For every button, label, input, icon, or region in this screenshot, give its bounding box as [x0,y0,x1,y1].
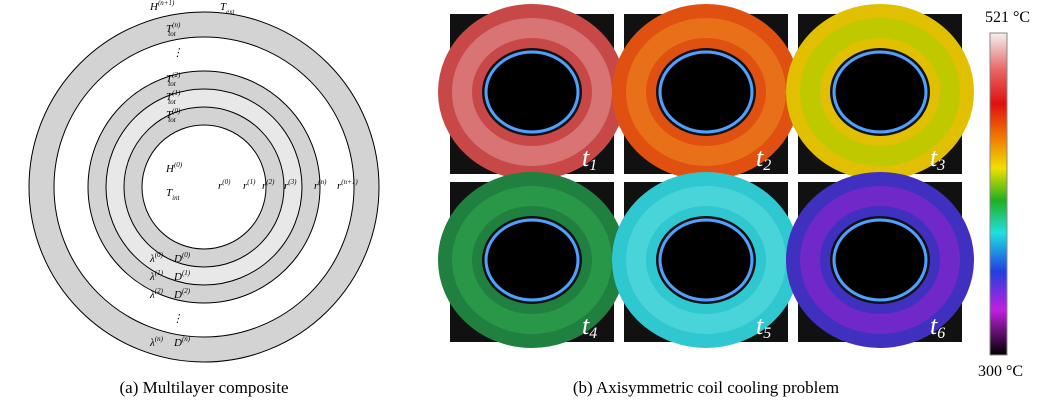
superscript: (2) [266,178,275,186]
superscript: (n+1) [341,178,358,186]
superscript: (1) [172,89,181,97]
symbol: ⋮ [172,313,183,325]
coil-hole [662,54,750,130]
subscript: tot [168,30,176,38]
superscript: (3) [288,178,297,186]
superscript: (0) [174,161,183,169]
superscript: (n) [182,335,191,343]
diagram-label: ⋮ [172,313,183,325]
subscript: tot [168,98,176,106]
coil-hole [488,222,576,298]
superscript: (n+1) [158,0,175,7]
core [142,125,266,249]
subscript: 6 [937,325,945,342]
colorbar-min: 300 °C [978,363,1023,380]
diagram-label: H(n+1) [149,0,175,13]
superscript: (n) [318,178,327,186]
superscript: (1) [247,178,256,186]
superscript: (n) [155,335,164,343]
coil-hole [662,222,750,298]
symbol: D [173,271,182,283]
symbol: D [173,289,182,301]
subscript: 2 [763,157,771,174]
superscript: (0) [222,178,231,186]
caption: (a) Multilayer composite [119,378,288,397]
subscript: 3 [936,157,945,174]
symbol: ⋮ [172,47,183,59]
coil-hole [488,54,576,130]
diagram [29,12,379,362]
superscript: (0) [172,107,181,115]
figure: (a) Multilayer composite t1t2t3t4t5t6 52… [0,0,1058,409]
subscript: 4 [589,325,597,342]
caption: (b) Axisymmetric coil cooling problem [573,378,839,397]
superscript: (1) [155,269,164,277]
superscript: (2) [155,287,164,295]
colorbar-max: 521 °C [985,9,1030,26]
colorbar [990,33,1007,355]
subscript: ext [226,8,235,16]
subscript: tot [168,80,176,88]
subscript: tot [168,116,176,124]
diagram-label: ⋮ [172,47,183,59]
coil-hole [836,54,924,130]
superscript: (0) [155,251,164,259]
superscript: (0) [182,251,191,259]
subscript: 1 [589,157,597,174]
superscript: (1) [182,269,191,277]
subscript: 5 [763,325,771,342]
subscript: int [172,194,180,202]
superscript: (n) [172,21,181,29]
coil-hole [836,222,924,298]
superscript: (2) [172,71,181,79]
superscript: (2) [182,287,191,295]
symbol: D [173,253,182,265]
symbol: D [173,337,182,349]
